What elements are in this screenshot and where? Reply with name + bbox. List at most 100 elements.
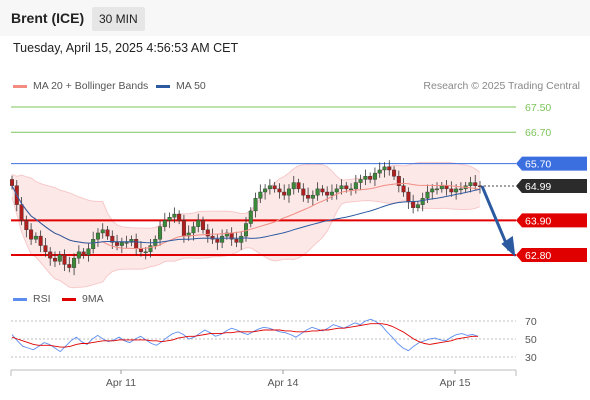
candle-body xyxy=(119,242,124,246)
candle-body xyxy=(138,248,143,253)
candle-body xyxy=(81,251,86,256)
x-tick-label: Apr 15 xyxy=(440,377,471,389)
candle-body xyxy=(191,226,196,234)
candle-body xyxy=(444,185,449,190)
candle-body xyxy=(310,194,315,199)
ma50-line xyxy=(11,185,481,244)
candle-body xyxy=(86,248,91,256)
rsi-9ma-line xyxy=(11,323,478,348)
candle-body xyxy=(267,185,272,190)
candle-body xyxy=(334,188,339,193)
candle-body xyxy=(57,254,62,262)
x-tick-label: Apr 14 xyxy=(268,377,299,389)
level-label-63-90: 63.90 xyxy=(525,215,551,227)
legend-label-ma50: MA 50 xyxy=(176,80,206,92)
candle-body xyxy=(95,232,100,240)
candle-body xyxy=(134,239,139,249)
candle-body xyxy=(100,229,105,234)
candle-body xyxy=(301,188,306,196)
candle-body xyxy=(368,176,373,180)
candle-body xyxy=(205,229,210,237)
candle-body xyxy=(158,226,163,240)
candle-body xyxy=(339,185,344,190)
candle-body xyxy=(24,220,29,231)
candle-body xyxy=(435,188,440,191)
candle-body xyxy=(353,182,358,190)
rsi-tick-70: 70 xyxy=(525,316,537,328)
candle-body xyxy=(91,239,96,249)
legend-swatch-ma20 xyxy=(13,84,27,88)
candle-body xyxy=(29,229,34,240)
candle-body xyxy=(19,204,24,221)
legend-ma50: MA 50 xyxy=(156,80,206,92)
legend-label-9ma: 9MA xyxy=(82,293,104,305)
candle-body xyxy=(201,220,206,231)
rsi-tick-50: 50 xyxy=(525,334,537,346)
instrument-title: Brent (ICE) xyxy=(11,10,85,26)
candle-body xyxy=(468,182,473,186)
candle-body xyxy=(62,254,67,265)
candle-body xyxy=(263,188,268,193)
projection-arrow-line xyxy=(480,185,511,251)
legend-label-rsi: RSI xyxy=(33,293,51,305)
candle-body xyxy=(320,188,325,193)
candle-body xyxy=(239,235,244,243)
candle-body xyxy=(110,235,115,243)
candle-body xyxy=(172,213,177,218)
candle-body xyxy=(286,188,291,196)
level-label-67-50: 67.50 xyxy=(525,102,551,114)
rsi-line xyxy=(11,318,479,353)
legend-label-ma20: MA 20 + Bollinger Bands xyxy=(33,80,149,92)
level-tag-64-99 xyxy=(516,179,587,194)
legend-rsi: RSI xyxy=(13,293,51,305)
level-label-64-99: 64.99 xyxy=(525,181,551,193)
candle-body xyxy=(454,188,459,193)
copyright-text: Research © 2025 Trading Central xyxy=(423,80,580,92)
candle-body xyxy=(248,210,253,224)
level-label-66-70: 66.70 xyxy=(525,127,551,139)
candle-body xyxy=(372,172,377,180)
header-bar: Brent (ICE) 30 MIN xyxy=(0,0,590,36)
candle-body xyxy=(439,185,444,190)
candle-body xyxy=(363,176,368,180)
level-tag-65-70 xyxy=(516,156,587,171)
candle-body xyxy=(415,204,420,208)
candle-body xyxy=(115,242,120,246)
projection-arrowhead xyxy=(501,235,516,257)
candle-body xyxy=(148,245,153,253)
interval-button[interactable]: 30 MIN xyxy=(92,7,145,31)
candle-body xyxy=(143,251,148,254)
candle-body xyxy=(282,191,287,196)
candle-body xyxy=(33,235,38,240)
candle-body xyxy=(277,188,282,193)
candle-body xyxy=(253,198,258,212)
candle-body xyxy=(272,185,277,190)
candle-body xyxy=(406,191,411,202)
x-axis-layer: Apr 11 Apr 14 Apr 15 xyxy=(10,369,517,389)
candle-body xyxy=(344,185,349,190)
candle-body xyxy=(377,169,382,174)
bollinger-upper-line xyxy=(11,161,481,229)
candle-body xyxy=(458,188,463,191)
candle-body xyxy=(291,182,296,190)
candle-body xyxy=(105,229,110,237)
legend-9ma: 9MA xyxy=(62,293,104,305)
candle-body xyxy=(177,213,182,221)
level-label-65-70: 65.70 xyxy=(525,159,551,171)
candle-body xyxy=(167,217,172,221)
candle-body xyxy=(425,191,430,199)
candle-body xyxy=(449,188,454,193)
candle-body xyxy=(76,251,81,259)
legend-ma20: MA 20 + Bollinger Bands xyxy=(13,80,148,92)
x-tick-label: Apr 11 xyxy=(106,377,136,389)
bollinger-lower-line xyxy=(11,196,481,289)
level-tag-63-90 xyxy=(516,213,587,228)
candle-body xyxy=(258,191,263,199)
candle-body xyxy=(420,198,425,205)
candle-body xyxy=(48,251,53,259)
candle-body xyxy=(181,220,186,237)
candle-body xyxy=(306,194,311,199)
candle-body xyxy=(124,242,129,244)
candle-body xyxy=(358,179,363,183)
